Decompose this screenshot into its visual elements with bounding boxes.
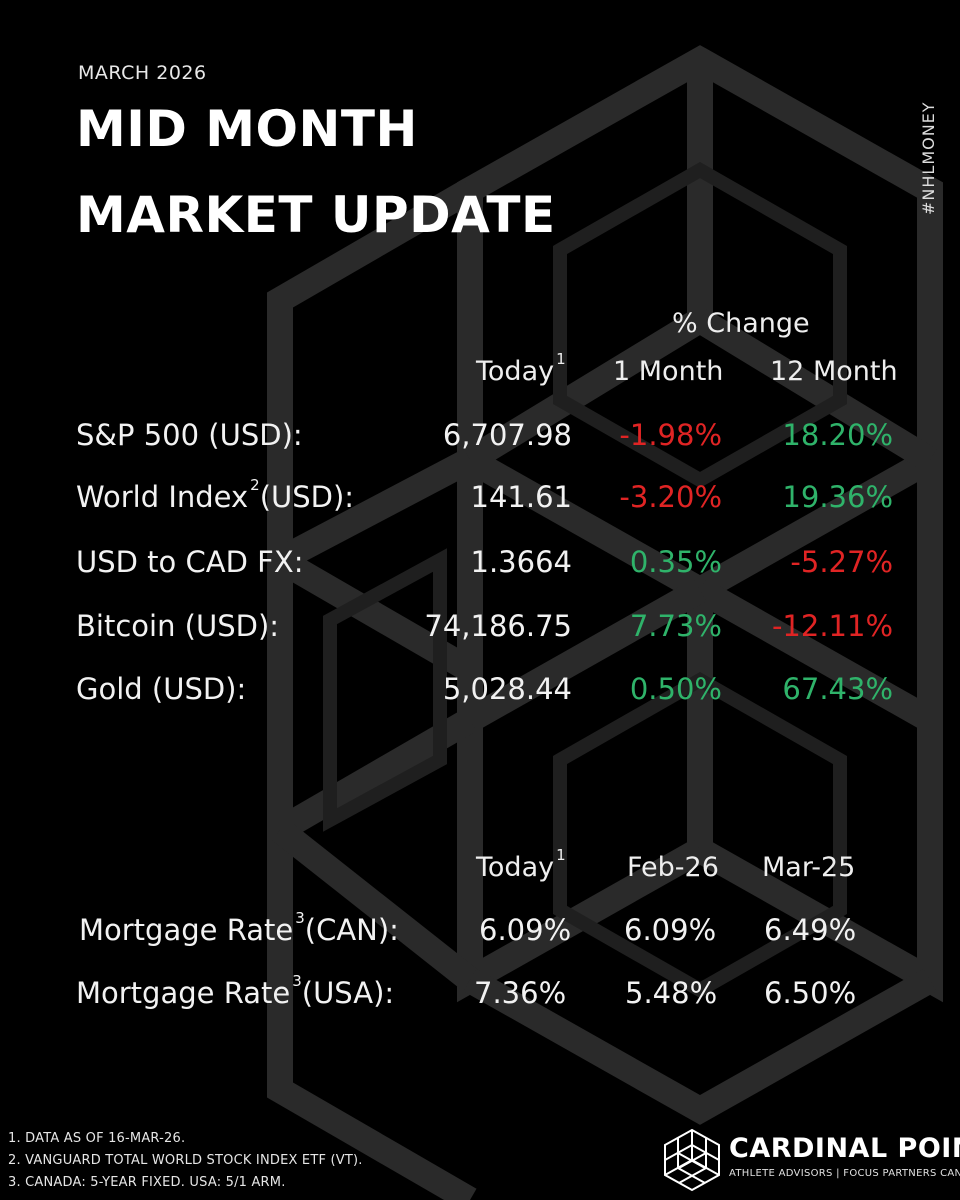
row-label-text: USD to CAD FX: [76,545,304,579]
col-header-12-month: 12 Month [770,356,898,387]
footnote-2: 2. VANGUARD TOTAL WORLD STOCK INDEX ETF … [8,1153,363,1168]
row-label-text: Bitcoin (USD): [76,609,280,643]
sp500-1-month: -1.98% [619,418,722,452]
geometric-cube-logo-icon [664,1128,720,1192]
col-header-1-month: 1 Month [613,356,724,387]
row-label-mortgage-usa: Mortgage Rate 3(USA): [76,972,395,1010]
page-title-line2: MARKET UPDATE [76,186,556,244]
world-index-12-month: 19.36% [782,480,893,514]
row-label-mortgage-can: Mortgage Rate 3(CAN): [79,909,399,947]
report-date: MARCH 2026 [78,62,207,84]
mortgage-col-header-today-label: Today [476,852,555,883]
mortgage-can-mar: 6.49% [764,913,857,947]
gold-12-month: 67.43% [782,672,893,706]
pct-change-header: % Change [672,308,810,339]
row-label-suffix: (CAN): [304,913,399,947]
mortgage-can-today: 6.09% [479,913,572,947]
footnote-marker: 2 [250,476,260,495]
row-label-usd-cad: USD to CAD FX: [76,545,303,579]
sp500-today: 6,707.98 [442,418,572,452]
usd-cad-1-month: 0.35% [629,545,722,579]
bitcoin-today: 74,186.75 [424,609,572,643]
brand-name: CARDINAL POINT [729,1133,960,1164]
row-label-world-index: World Index 2(USD): [76,476,355,514]
world-index-1-month: -3.20% [619,480,722,514]
footnote-marker: 3 [292,972,302,991]
row-label-suffix: (USD): [259,480,355,514]
row-label-text: World Index [76,480,249,514]
mortgage-usa-mar: 6.50% [764,976,857,1010]
footnote-marker: 1 [556,846,566,864]
row-label-text: Mortgage Rate [76,976,291,1010]
mortgage-usa-feb: 5.48% [625,976,718,1010]
col-header-today: Today 1 [476,350,566,387]
footnote-1: 1. DATA AS OF 16-MAR-26. [8,1131,186,1146]
row-label-gold: Gold (USD): [76,672,246,706]
row-label-text: Mortgage Rate [79,913,294,947]
row-label-bitcoin: Bitcoin (USD): [76,609,279,643]
row-label-sp500: S&P 500 (USD): [76,418,303,452]
gold-1-month: 0.50% [629,672,722,706]
usd-cad-12-month: -5.27% [790,545,893,579]
row-label-suffix: (USA): [301,976,395,1010]
row-label-text: S&P 500 (USD): [76,418,303,452]
mortgage-col-header-today: Today 1 [476,846,566,883]
footnote-marker: 1 [556,350,566,368]
brand-tagline: ATHLETE ADVISORS | FOCUS PARTNERS CANADA [729,1168,960,1179]
row-label-text: Gold (USD): [76,672,247,706]
mortgage-can-feb: 6.09% [624,913,717,947]
page-title-line1: MID MONTH [76,100,418,158]
sp500-12-month: 18.20% [782,418,893,452]
footnote-marker: 3 [295,909,305,928]
gold-today: 5,028.44 [442,672,572,706]
hashtag: #NHLMONEY [919,101,938,215]
usd-cad-today: 1.3664 [470,545,572,579]
footnote-3: 3. CANADA: 5-YEAR FIXED. USA: 5/1 ARM. [8,1175,286,1190]
mortgage-col-header-mar: Mar-25 [762,852,856,883]
mortgage-col-header-feb: Feb-26 [627,852,719,883]
world-index-today: 141.61 [470,480,572,514]
mortgage-usa-today: 7.36% [474,976,567,1010]
bitcoin-12-month: -12.11% [771,609,893,643]
bitcoin-1-month: 7.73% [629,609,722,643]
col-header-today-label: Today [476,356,555,387]
